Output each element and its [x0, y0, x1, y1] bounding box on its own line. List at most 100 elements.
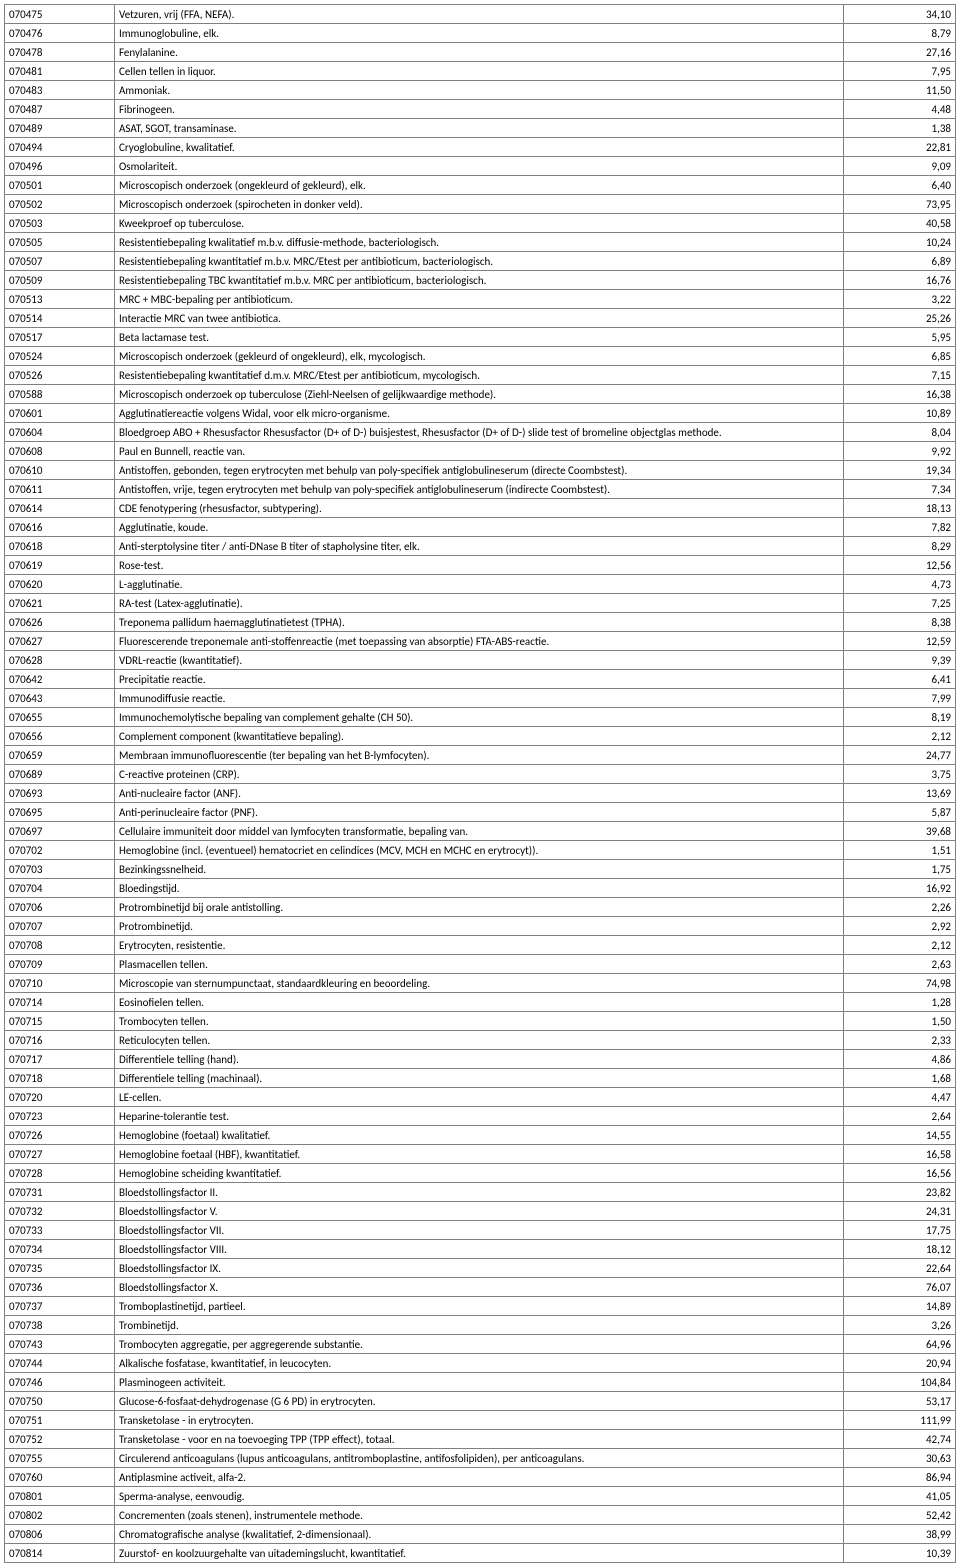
description-cell: Resistentiebepaling kwantitatief d.m.v. …: [115, 366, 844, 385]
code-cell: 070720: [5, 1088, 115, 1107]
description-cell: Hemoglobine (incl. (eventueel) hematocri…: [115, 841, 844, 860]
code-cell: 070505: [5, 233, 115, 252]
code-cell: 070726: [5, 1126, 115, 1145]
table-row: 070695Anti-perinucleaire factor (PNF).5,…: [5, 803, 956, 822]
code-cell: 070706: [5, 898, 115, 917]
code-cell: 070735: [5, 1259, 115, 1278]
table-row: 070814Zuurstof- en koolzuurgehalte van u…: [5, 1544, 956, 1563]
code-cell: 070708: [5, 936, 115, 955]
description-cell: Precipitatie reactie.: [115, 670, 844, 689]
price-cell: 4,48: [844, 100, 956, 119]
description-cell: Trombocyten tellen.: [115, 1012, 844, 1031]
price-cell: 4,73: [844, 575, 956, 594]
table-row: 070505Resistentiebepaling kwalitatief m.…: [5, 233, 956, 252]
price-cell: 3,75: [844, 765, 956, 784]
table-row: 070507Resistentiebepaling kwantitatief m…: [5, 252, 956, 271]
price-cell: 76,07: [844, 1278, 956, 1297]
table-row: 070734Bloedstollingsfactor VIII.18,12: [5, 1240, 956, 1259]
price-cell: 41,05: [844, 1487, 956, 1506]
description-cell: Heparine-tolerantie test.: [115, 1107, 844, 1126]
table-row: 070621RA-test (Latex-agglutinatie).7,25: [5, 594, 956, 613]
description-cell: Differentiele telling (hand).: [115, 1050, 844, 1069]
description-cell: Anti-perinucleaire factor (PNF).: [115, 803, 844, 822]
price-cell: 1,51: [844, 841, 956, 860]
table-row: 070620L-agglutinatie.4,73: [5, 575, 956, 594]
table-row: 070801Sperma-analyse, eenvoudig.41,05: [5, 1487, 956, 1506]
description-cell: Transketolase - voor en na toevoeging TP…: [115, 1430, 844, 1449]
code-cell: 070501: [5, 176, 115, 195]
description-cell: Hemoglobine scheiding kwantitatief.: [115, 1164, 844, 1183]
code-cell: 070801: [5, 1487, 115, 1506]
price-cell: 19,34: [844, 461, 956, 480]
description-cell: C-reactive proteinen (CRP).: [115, 765, 844, 784]
price-cell: 38,99: [844, 1525, 956, 1544]
code-cell: 070760: [5, 1468, 115, 1487]
code-cell: 070618: [5, 537, 115, 556]
price-cell: 1,38: [844, 119, 956, 138]
code-cell: 070496: [5, 157, 115, 176]
price-cell: 8,38: [844, 613, 956, 632]
code-cell: 070814: [5, 1544, 115, 1563]
code-cell: 070704: [5, 879, 115, 898]
description-cell: Eosinofielen tellen.: [115, 993, 844, 1012]
code-cell: 070710: [5, 974, 115, 993]
price-cell: 16,38: [844, 385, 956, 404]
price-cell: 6,41: [844, 670, 956, 689]
table-row: 070732Bloedstollingsfactor V.24,31: [5, 1202, 956, 1221]
table-row: 070517Beta lactamase test.5,95: [5, 328, 956, 347]
price-cell: 30,63: [844, 1449, 956, 1468]
price-cell: 4,47: [844, 1088, 956, 1107]
table-row: 070735Bloedstollingsfactor IX.22,64: [5, 1259, 956, 1278]
price-cell: 39,68: [844, 822, 956, 841]
description-cell: Antiplasmine activeit, alfa-2.: [115, 1468, 844, 1487]
code-cell: 070621: [5, 594, 115, 613]
description-cell: Cellulaire immuniteit door middel van ly…: [115, 822, 844, 841]
code-cell: 070731: [5, 1183, 115, 1202]
price-cell: 2,64: [844, 1107, 956, 1126]
description-cell: Treponema pallidum haemagglutinatietest …: [115, 613, 844, 632]
table-row: 070731Bloedstollingsfactor II.23,82: [5, 1183, 956, 1202]
code-cell: 070743: [5, 1335, 115, 1354]
code-cell: 070727: [5, 1145, 115, 1164]
description-cell: Beta lactamase test.: [115, 328, 844, 347]
description-cell: Complement component (kwantitatieve bepa…: [115, 727, 844, 746]
table-row: 070710Microscopie van sternumpunctaat, s…: [5, 974, 956, 993]
price-cell: 18,12: [844, 1240, 956, 1259]
description-cell: Microscopie van sternumpunctaat, standaa…: [115, 974, 844, 993]
code-cell: 070588: [5, 385, 115, 404]
code-cell: 070709: [5, 955, 115, 974]
description-cell: Agglutinatiereactie volgens Widal, voor …: [115, 404, 844, 423]
code-cell: 070628: [5, 651, 115, 670]
code-cell: 070626: [5, 613, 115, 632]
description-cell: Glucose-6-fosfaat-dehydrogenase (G 6 PD)…: [115, 1392, 844, 1411]
description-cell: VDRL-reactie (kwantitatief).: [115, 651, 844, 670]
table-row: 070708Erytrocyten, resistentie.2,12: [5, 936, 956, 955]
price-cell: 12,59: [844, 632, 956, 651]
description-cell: Resistentiebepaling kwantitatief m.b.v. …: [115, 252, 844, 271]
code-cell: 070718: [5, 1069, 115, 1088]
price-cell: 10,24: [844, 233, 956, 252]
code-cell: 070702: [5, 841, 115, 860]
code-cell: 070614: [5, 499, 115, 518]
price-cell: 2,12: [844, 936, 956, 955]
description-cell: Hemoglobine foetaal (HBF), kwantitatief.: [115, 1145, 844, 1164]
code-cell: 070616: [5, 518, 115, 537]
code-cell: 070611: [5, 480, 115, 499]
code-cell: 070524: [5, 347, 115, 366]
table-row: 070709Plasmacellen tellen.2,63: [5, 955, 956, 974]
price-cell: 17,75: [844, 1221, 956, 1240]
description-cell: Agglutinatie, koude.: [115, 518, 844, 537]
description-cell: Ammoniak.: [115, 81, 844, 100]
table-row: 070601Agglutinatiereactie volgens Widal,…: [5, 404, 956, 423]
description-cell: MRC + MBC-bepaling per antibioticum.: [115, 290, 844, 309]
price-cell: 2,92: [844, 917, 956, 936]
code-cell: 070716: [5, 1031, 115, 1050]
price-cell: 24,77: [844, 746, 956, 765]
table-row: 070643Immunodiffusie reactie.7,99: [5, 689, 956, 708]
description-cell: CDE fenotypering (rhesusfactor, subtyper…: [115, 499, 844, 518]
table-row: 070627Fluorescerende treponemale anti-st…: [5, 632, 956, 651]
table-row: 070611Antistoffen, vrije, tegen erytrocy…: [5, 480, 956, 499]
table-row: 070704Bloedingstijd.16,92: [5, 879, 956, 898]
table-row: 070642Precipitatie reactie.6,41: [5, 670, 956, 689]
code-cell: 070483: [5, 81, 115, 100]
